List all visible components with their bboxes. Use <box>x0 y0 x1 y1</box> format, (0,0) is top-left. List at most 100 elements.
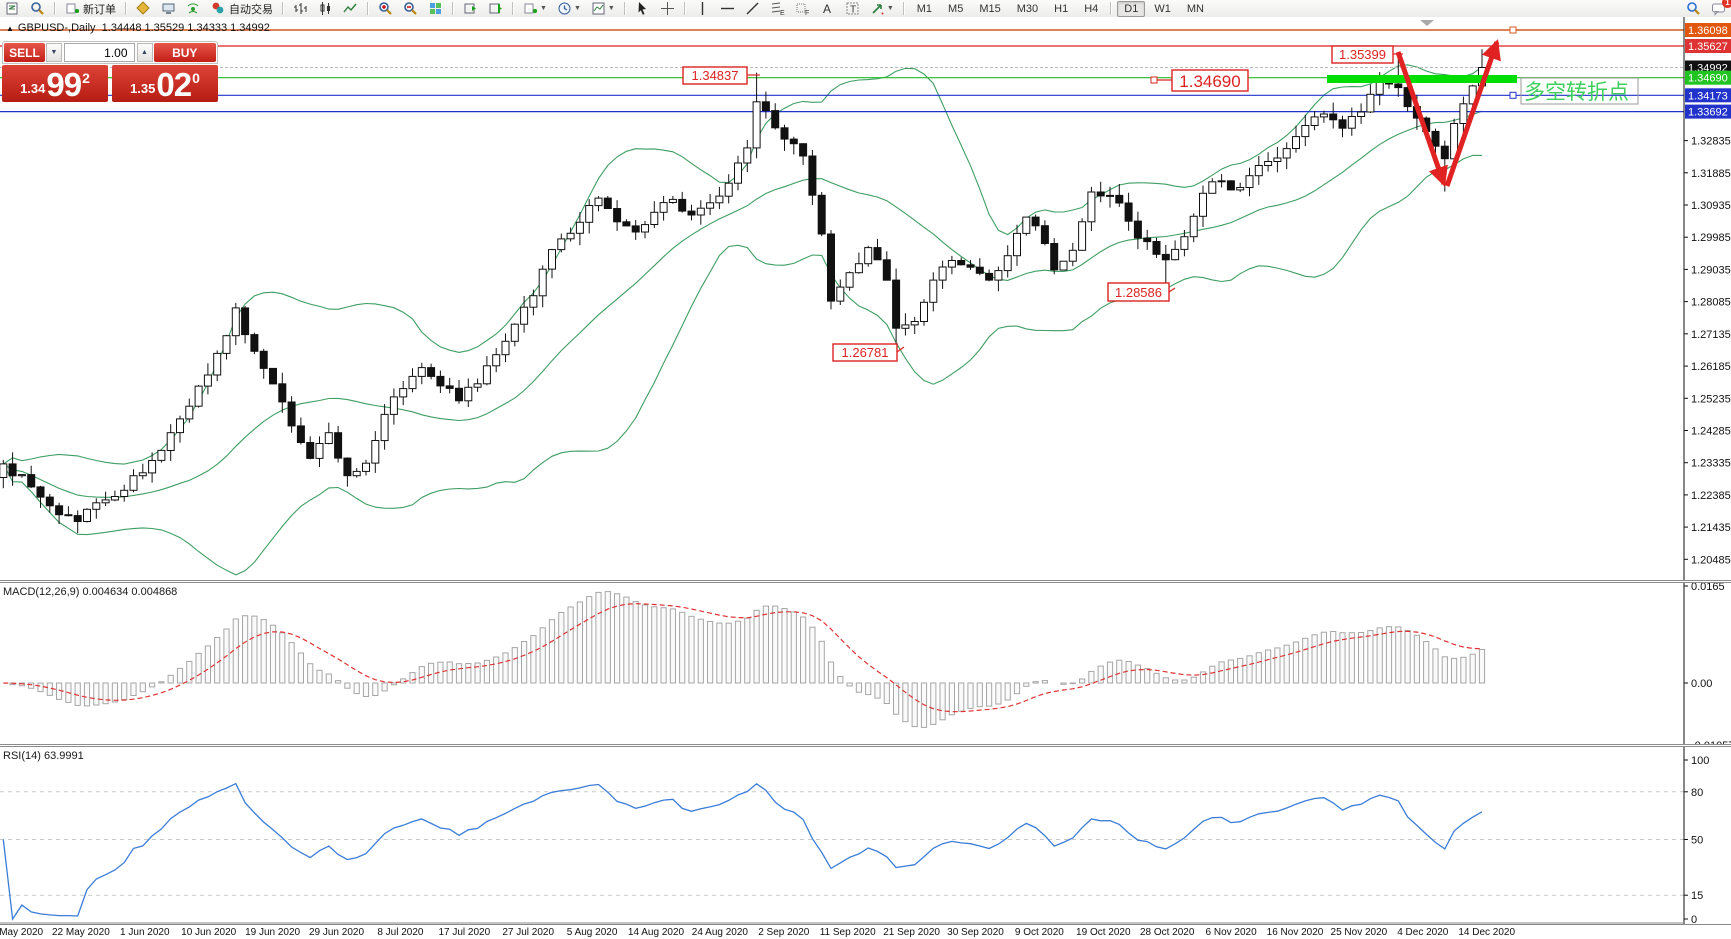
new-chart-icon[interactable] <box>1 0 24 17</box>
line-handle[interactable] <box>1509 91 1517 99</box>
notifications-icon[interactable]: 1 <box>1707 0 1731 17</box>
timeframe-h4-button[interactable]: H4 <box>1084 2 1099 15</box>
terminal-icon[interactable] <box>157 0 180 17</box>
candle-body <box>1208 181 1217 194</box>
macd-bar <box>1358 632 1365 684</box>
price-label-box[interactable] <box>1171 69 1249 92</box>
candle-body <box>1171 248 1180 261</box>
candle-body <box>194 385 203 407</box>
fibonacci-icon[interactable]: E <box>766 0 789 17</box>
price-label-box[interactable] <box>1331 45 1394 64</box>
period-icon <box>557 1 572 16</box>
sell-button[interactable]: SELL <box>4 43 45 62</box>
macd-bar <box>1423 641 1430 684</box>
macd-bar <box>297 652 304 684</box>
candle-body <box>696 207 705 216</box>
trend-arrow[interactable] <box>1395 51 1448 187</box>
vertical-line-icon[interactable] <box>691 0 714 17</box>
line-chart-icon[interactable] <box>339 0 362 17</box>
trend-arrow[interactable] <box>1444 39 1501 187</box>
zoom-in-icon[interactable] <box>374 0 397 17</box>
price-tick-label: 1.30935 <box>1691 200 1731 212</box>
text-icon[interactable]: A <box>816 0 839 17</box>
macd-bar <box>734 620 742 684</box>
channel-icon[interactable]: F <box>791 0 814 17</box>
candle-body <box>668 198 677 203</box>
autotrade-icon <box>211 1 226 16</box>
candle-body <box>864 247 873 265</box>
label-handle[interactable] <box>1150 76 1158 84</box>
price-chip-text: 1.34173 <box>1688 90 1728 102</box>
macd-bar <box>1079 678 1086 684</box>
candle-body <box>1357 111 1366 117</box>
timeframe-m30-button[interactable]: M30 <box>1016 2 1039 15</box>
timeframe-h1-button[interactable]: H1 <box>1054 2 1069 15</box>
bid-price-pip: 2 <box>82 70 90 86</box>
candle-body <box>436 375 445 387</box>
note-box[interactable] <box>1520 77 1639 105</box>
macd-bar <box>325 673 332 684</box>
price-label-box[interactable] <box>832 343 898 362</box>
price-label-box[interactable] <box>1107 282 1170 302</box>
macd-bar <box>344 682 351 689</box>
candlestick-icon[interactable] <box>314 0 337 17</box>
candle-body <box>1003 255 1012 272</box>
crosshair-icon[interactable] <box>656 0 679 17</box>
macd-bar <box>428 662 435 684</box>
macd-bar <box>595 591 602 684</box>
dropdown-caret-icon[interactable]: ▼ <box>607 5 615 12</box>
horizontal-line-icon[interactable] <box>716 0 739 17</box>
candle-body <box>1161 253 1170 261</box>
chart-shift-marker-icon[interactable] <box>1420 20 1434 26</box>
buy-button[interactable]: BUY <box>153 43 216 62</box>
green-highlight-zone[interactable] <box>1327 75 1517 83</box>
signal-icon[interactable] <box>182 0 205 17</box>
dropdown-caret-icon[interactable]: ▼ <box>886 5 894 12</box>
volume-decrease-button[interactable]: ▼ <box>46 43 62 62</box>
text-label-icon[interactable]: T <box>841 0 864 17</box>
timeframe-mn-button[interactable]: MN <box>1186 2 1204 15</box>
bar-chart-icon[interactable] <box>289 0 312 17</box>
pane-separator[interactable] <box>0 580 1731 583</box>
template-icon[interactable]: ▼ <box>587 0 619 17</box>
line-handle[interactable] <box>1509 26 1517 34</box>
new-order-button[interactable]: 新订单 <box>61 0 120 17</box>
chart-shift-icon[interactable] <box>484 0 507 17</box>
timeframe-w1-button[interactable]: W1 <box>1154 2 1171 15</box>
timeframe-m15-button[interactable]: M15 <box>979 2 1001 15</box>
ask-price-panel[interactable]: 1.35 02 0 <box>112 65 218 102</box>
trendline-icon[interactable] <box>741 0 764 17</box>
timeframe-m1-button[interactable]: M1 <box>916 2 933 15</box>
bid-price-panel[interactable]: 1.34 99 2 <box>2 65 108 102</box>
auto-scroll-icon[interactable] <box>459 0 482 17</box>
timeframe-d1-button[interactable]: D1 <box>1117 0 1146 17</box>
add-indicator-icon[interactable]: ▼ <box>519 0 551 17</box>
price-label-box[interactable] <box>682 66 748 85</box>
volume-increase-button[interactable]: ▲ <box>136 43 153 62</box>
pane-separator[interactable] <box>0 744 1731 747</box>
candle-body <box>110 496 119 501</box>
arrows-icon[interactable]: ▼ <box>866 0 898 17</box>
volume-input[interactable]: 1.00 <box>64 43 135 62</box>
macd-bar <box>958 682 965 712</box>
tile-windows-icon[interactable] <box>424 0 447 17</box>
date-axis[interactable]: 3 May 2020 22 May 2020 1 Jun 2020 10 Jun 20… <box>0 924 1731 939</box>
autotrade-button[interactable]: 自动交易 <box>207 0 277 17</box>
period-icon[interactable]: ▼ <box>553 0 585 17</box>
search-icon[interactable] <box>1682 0 1705 17</box>
toolbar-separator <box>1110 2 1113 15</box>
timeframe-m5-button[interactable]: M5 <box>948 2 964 15</box>
dropdown-caret-icon[interactable]: ▼ <box>573 5 581 12</box>
cursor-icon[interactable] <box>631 0 654 17</box>
candle-body <box>45 496 54 507</box>
candle-body <box>1050 243 1059 271</box>
toolbar-separator <box>367 2 369 15</box>
macd-bar <box>483 659 490 684</box>
dropdown-caret-icon[interactable]: ▼ <box>540 5 547 12</box>
eraser-icon[interactable] <box>132 0 155 17</box>
chart-preview-icon[interactable] <box>26 0 49 17</box>
candle-body <box>1124 202 1133 222</box>
price-chip <box>1685 39 1731 53</box>
candle-body <box>1431 130 1440 147</box>
zoom-out-icon[interactable] <box>399 0 422 17</box>
